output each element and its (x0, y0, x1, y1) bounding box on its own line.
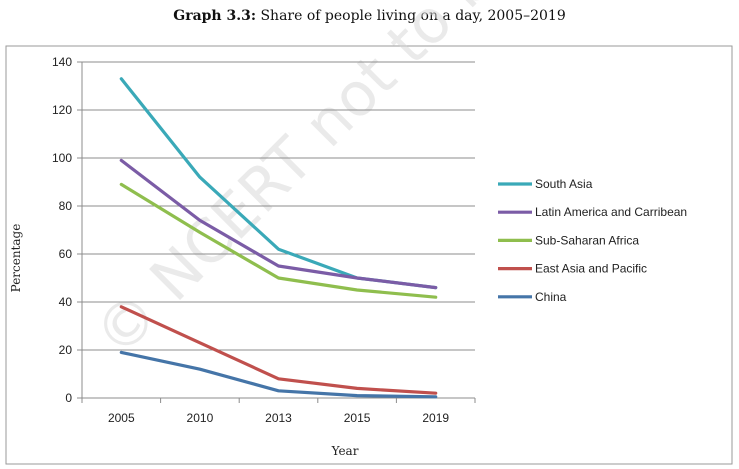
x-tick-label: 2015 (344, 411, 371, 425)
legend-label: Sub-Saharan Africa (535, 233, 639, 247)
y-tick-label: 40 (59, 295, 73, 309)
x-tick-label: 2005 (108, 411, 135, 425)
legend-label: East Asia and Pacific (535, 262, 647, 276)
legend-label: Latin America and Carribean (535, 205, 687, 219)
series-line-2 (119, 182, 438, 299)
series-lines (119, 77, 438, 399)
y-tick-label: 20 (59, 343, 73, 357)
x-axis-title: Year (331, 444, 359, 458)
x-tick-label: 2010 (187, 411, 214, 425)
y-tick-label: 100 (52, 151, 72, 165)
y-tick-label: 140 (52, 55, 72, 69)
y-axis-title: Percentage (9, 224, 23, 293)
chart-title-text: Share of people living on a day, 2005–20… (260, 8, 566, 24)
chart-title: Graph 3.3: Share of people living on a d… (0, 8, 739, 24)
legend: South Asia Latin America and Carribean Sub… (498, 177, 687, 304)
x-tick-label: 2019 (422, 411, 449, 425)
series-line-4 (119, 350, 438, 399)
y-tick-label: 60 (59, 247, 73, 261)
legend-label: South Asia (535, 177, 593, 191)
series-line-1 (119, 158, 438, 290)
legend-label: China (535, 290, 567, 304)
x-tick-label: 2013 (265, 411, 292, 425)
y-tick-label: 80 (59, 199, 73, 213)
y-tick-label: 0 (65, 391, 72, 405)
chart-frame (5, 45, 733, 465)
watermark: © NCERT not to be republished (81, 0, 739, 371)
chart-title-lead: Graph 3.3: (173, 8, 257, 24)
series-line-3 (119, 305, 438, 395)
y-tick-label: 120 (52, 103, 72, 117)
